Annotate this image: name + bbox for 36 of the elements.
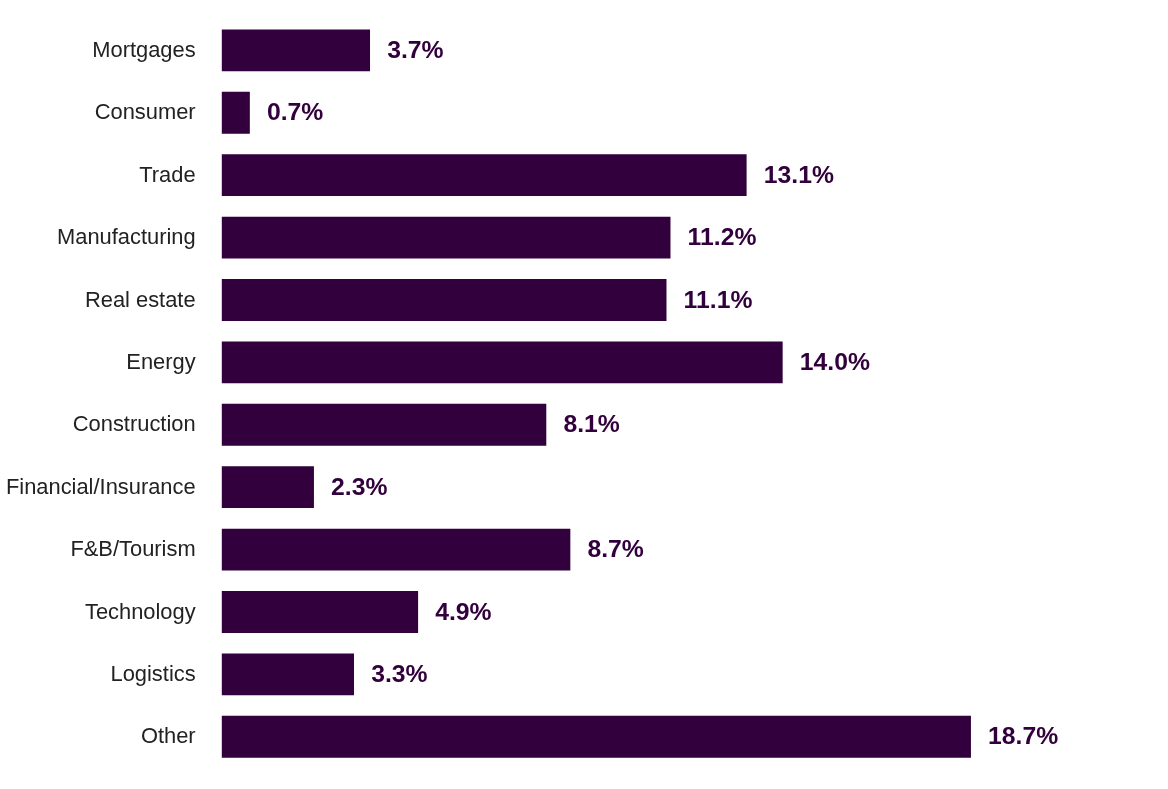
y-tick-label: Mortgages bbox=[92, 37, 196, 63]
y-tick-label: Logistics bbox=[110, 661, 196, 687]
y-tick-label: F&B/Tourism bbox=[70, 536, 196, 562]
data-label: 13.1% bbox=[763, 160, 834, 188]
y-tick-label: Energy bbox=[126, 349, 196, 375]
bar bbox=[221, 403, 547, 446]
y-tick-label: Other bbox=[140, 723, 196, 749]
bar bbox=[221, 653, 354, 696]
y-tick-label: Manufacturing bbox=[56, 224, 196, 250]
y-tick-label: Construction bbox=[72, 411, 196, 437]
data-label: 11.2% bbox=[687, 223, 757, 251]
y-tick-label: Consumer bbox=[94, 99, 196, 125]
data-label: 0.7% bbox=[266, 98, 324, 126]
data-label: 2.3% bbox=[331, 472, 388, 500]
data-label: 11.1% bbox=[683, 285, 753, 313]
bar bbox=[221, 29, 371, 72]
bar bbox=[221, 528, 571, 571]
bar bbox=[221, 715, 971, 758]
data-label: 3.3% bbox=[371, 659, 428, 687]
bar bbox=[221, 341, 783, 384]
y-tick-label: Financial/Insurance bbox=[5, 473, 196, 499]
y-tick-label: Real estate bbox=[84, 286, 196, 312]
data-label: 8.1% bbox=[563, 410, 620, 438]
y-tick-label: Trade bbox=[139, 161, 196, 187]
data-label: 3.7% bbox=[387, 35, 444, 63]
bar bbox=[221, 279, 667, 321]
data-label: 18.7% bbox=[988, 722, 1059, 750]
bar bbox=[221, 91, 250, 134]
bar bbox=[221, 591, 419, 633]
bar bbox=[221, 154, 747, 197]
data-label: 14.0% bbox=[799, 347, 870, 375]
bar bbox=[221, 216, 671, 259]
data-label: 4.9% bbox=[435, 597, 492, 625]
y-tick-label: Technology bbox=[84, 598, 196, 624]
bar bbox=[221, 466, 314, 509]
data-label: 8.7% bbox=[587, 535, 644, 563]
